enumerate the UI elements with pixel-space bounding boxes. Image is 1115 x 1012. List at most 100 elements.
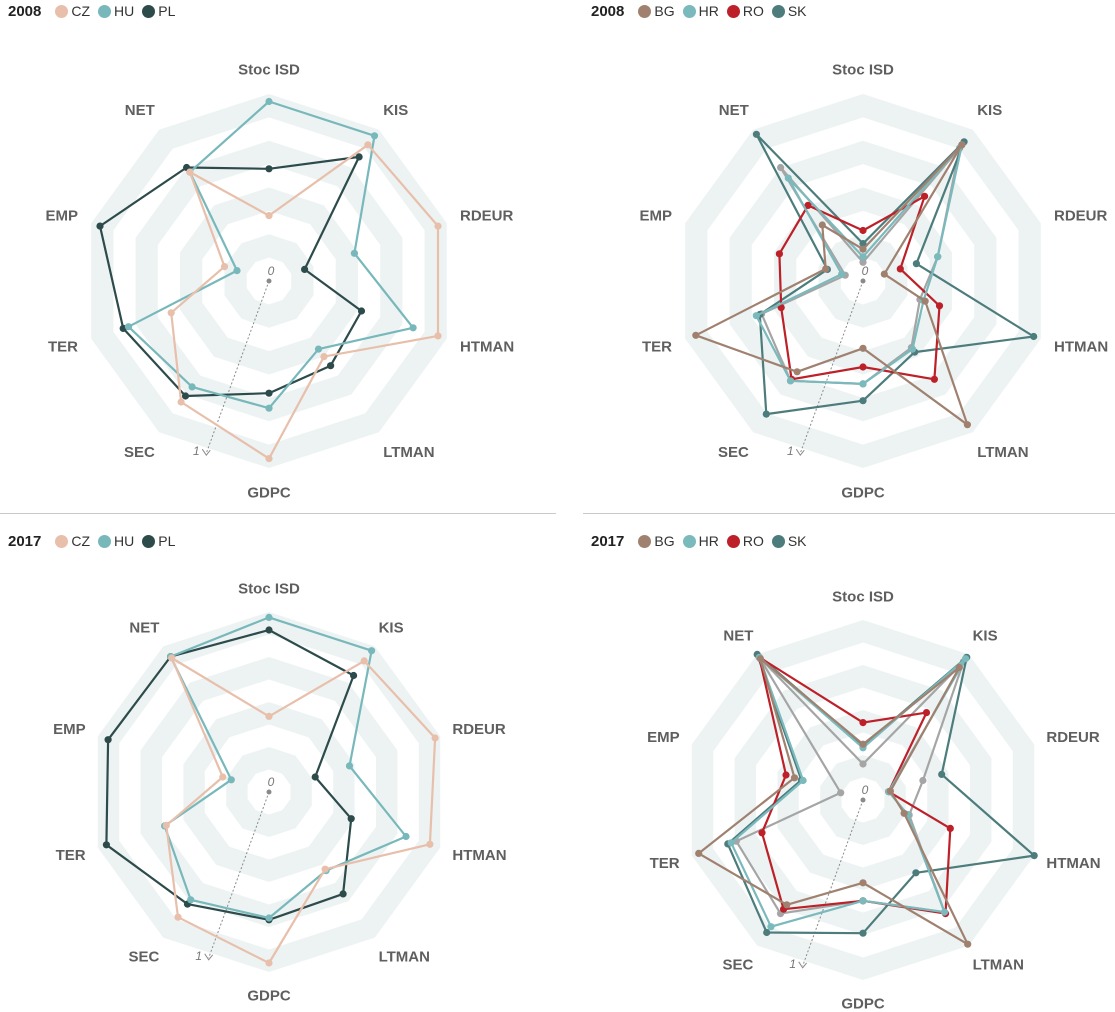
data-point-cz-emp (219, 773, 227, 781)
data-point-bg-gdpc (859, 344, 867, 352)
data-point-cz-ter (162, 821, 170, 829)
data-point-hr-kis (962, 655, 970, 663)
legend-label-bg: BG (654, 533, 675, 549)
data-point-bg-stoc-isd (859, 245, 867, 253)
data-point-pl-rdeur (311, 773, 319, 781)
data-point-pl-kis (350, 671, 358, 680)
axis-label-net: NET (129, 619, 159, 636)
data-point-ro-htman (946, 824, 954, 832)
axis-label-sec: SEC (718, 444, 749, 461)
legend-item-cz: CZ (55, 533, 90, 549)
radar-panel-2008-cz-hu-pl: 2008 CZ HU PL 0 1 Stoc ISD KIS RDEUR HTMAN LTM… (0, 0, 556, 502)
data-point-cz-ter (167, 309, 175, 317)
axis-label-gdpc: GDPC (247, 484, 291, 501)
data-point-bg-ltman (964, 940, 972, 948)
data-point-hr-net (784, 174, 792, 182)
tick-label-0: 0 (268, 264, 275, 278)
divider-left (0, 513, 556, 514)
scale-origin-dot (266, 278, 272, 284)
data-point-bg-stoc-isd (859, 740, 867, 748)
series-group (695, 650, 1038, 948)
data-point-bg-net (756, 655, 764, 663)
data-point-hr-sec (767, 923, 775, 931)
legend-label-ro: RO (742, 3, 764, 19)
radar-panel-2017-cz-hu-pl: 2017 CZ HU PL 0 1 Stoc ISD KIS RDEUR HTMAN LTM… (0, 530, 556, 1012)
legend-swatch-hr (682, 4, 696, 18)
legend-label-hu: HU (114, 533, 135, 549)
axis-label-ter: TER (56, 847, 86, 864)
axis-label-kis: KIS (977, 102, 1002, 119)
data-point-hu-rdeur (350, 249, 358, 257)
data-point-pl-sec (181, 392, 190, 400)
data-point-hr-ltman (940, 908, 949, 916)
data-point-cz-htman (426, 840, 434, 848)
axis-label-ltman: LTMAN (379, 949, 430, 966)
data-point-hu-emp (233, 267, 241, 275)
legend-year: 2017 (591, 532, 625, 550)
tick-label-1: 1 (787, 444, 794, 458)
data-point-bg-ter (695, 849, 703, 857)
data-point-hu-ter (124, 323, 133, 331)
radar-panel-2008-bg-hr-ro-sk: 2008 BG HR RO SK 0 1 Stoc ISD KIS RDEUR HTMAN… (583, 0, 1115, 502)
data-point-cz-stoc-isd (265, 212, 273, 220)
axis-label-emp: EMP (45, 208, 78, 225)
data-point-sk-htman (1030, 332, 1038, 341)
axis-label-htman: HTMAN (1046, 855, 1100, 872)
data-point-bg-rdeur (880, 270, 888, 278)
data-point-ro-emp (782, 771, 790, 779)
tick-label-0: 0 (268, 775, 275, 789)
data-point-bg-ter (692, 331, 700, 339)
axis-label-rdeur: RDEUR (460, 208, 514, 225)
legend-label-pl: PL (158, 533, 176, 549)
scale-line (799, 280, 864, 454)
radar-panel-2017-bg-hr-ro-sk: 2017 BG HR RO SK 0 1 Stoc ISD KIS RDEUR HTMAN… (583, 530, 1115, 1012)
data-point-bg-sec (783, 901, 791, 909)
data-point-hu-kis (370, 132, 379, 140)
data-point-cz-stoc-isd (265, 712, 273, 720)
data-point-cz-sec (174, 913, 182, 921)
tick-label-1: 1 (195, 949, 202, 963)
axis-label-kis: KIS (383, 102, 408, 119)
legend-swatch-sk (771, 534, 785, 548)
axis-label-stoc-isd: Stoc ISD (832, 589, 894, 606)
legend-label-cz: CZ (71, 3, 91, 19)
tick-label-0: 0 (862, 264, 869, 278)
series-cz (162, 654, 439, 967)
legend-swatch-pl (142, 4, 156, 18)
scale-arrowhead (204, 953, 214, 961)
data-point-pl-htman (357, 307, 366, 315)
data-point-hr-gdpc (859, 897, 867, 905)
data-point-pl-htman (347, 815, 355, 823)
data-point-pl-emp (104, 736, 112, 744)
axis-label-sec: SEC (129, 949, 160, 966)
data-point-pl-stoc-isd (265, 165, 273, 173)
data-point-ro-kis (921, 192, 929, 200)
data-point-ro-ter (777, 304, 785, 312)
data-point-hu-sec (188, 383, 196, 391)
series-hu (161, 613, 410, 922)
data-point-ro-kis (922, 709, 931, 717)
axis-label-sec: SEC (723, 957, 754, 974)
data-point-ro-rdeur (896, 265, 904, 273)
data-point-hu-emp (227, 776, 235, 784)
axis-label-rdeur: RDEUR (1054, 208, 1108, 225)
data-point-sk-gdpc (859, 397, 867, 405)
legend-label-cz: CZ (71, 533, 91, 549)
data-point-hr-gdpc (859, 380, 867, 388)
axis-label-ltman: LTMAN (383, 444, 434, 461)
data-point-sk-htman (1030, 852, 1038, 860)
radar-chart-svg: 0 1 Stoc ISD KIS RDEUR HTMAN LTMAN GDPC SEC TER EM… (45, 62, 514, 502)
axis-label-ltman: LTMAN (977, 444, 1028, 461)
data-point-hu-htman (402, 832, 410, 841)
legend-swatch-hu (98, 534, 112, 548)
legend-label-hu: HU (114, 3, 135, 19)
scale-line (208, 791, 270, 958)
axis-label-emp: EMP (53, 721, 86, 738)
radar-chart-svg: 0 1 Stoc ISD KIS RDEUR HTMAN LTMAN GDPC SEC TER EM… (639, 62, 1108, 502)
data-point-pl-ter (102, 841, 110, 849)
legend-item-pl: PL (142, 3, 175, 19)
axis-label-htman: HTMAN (460, 338, 514, 355)
data-point-cz-htman (434, 332, 442, 340)
axis-label-emp: EMP (647, 729, 680, 746)
data-point-hu-sec (187, 896, 195, 904)
